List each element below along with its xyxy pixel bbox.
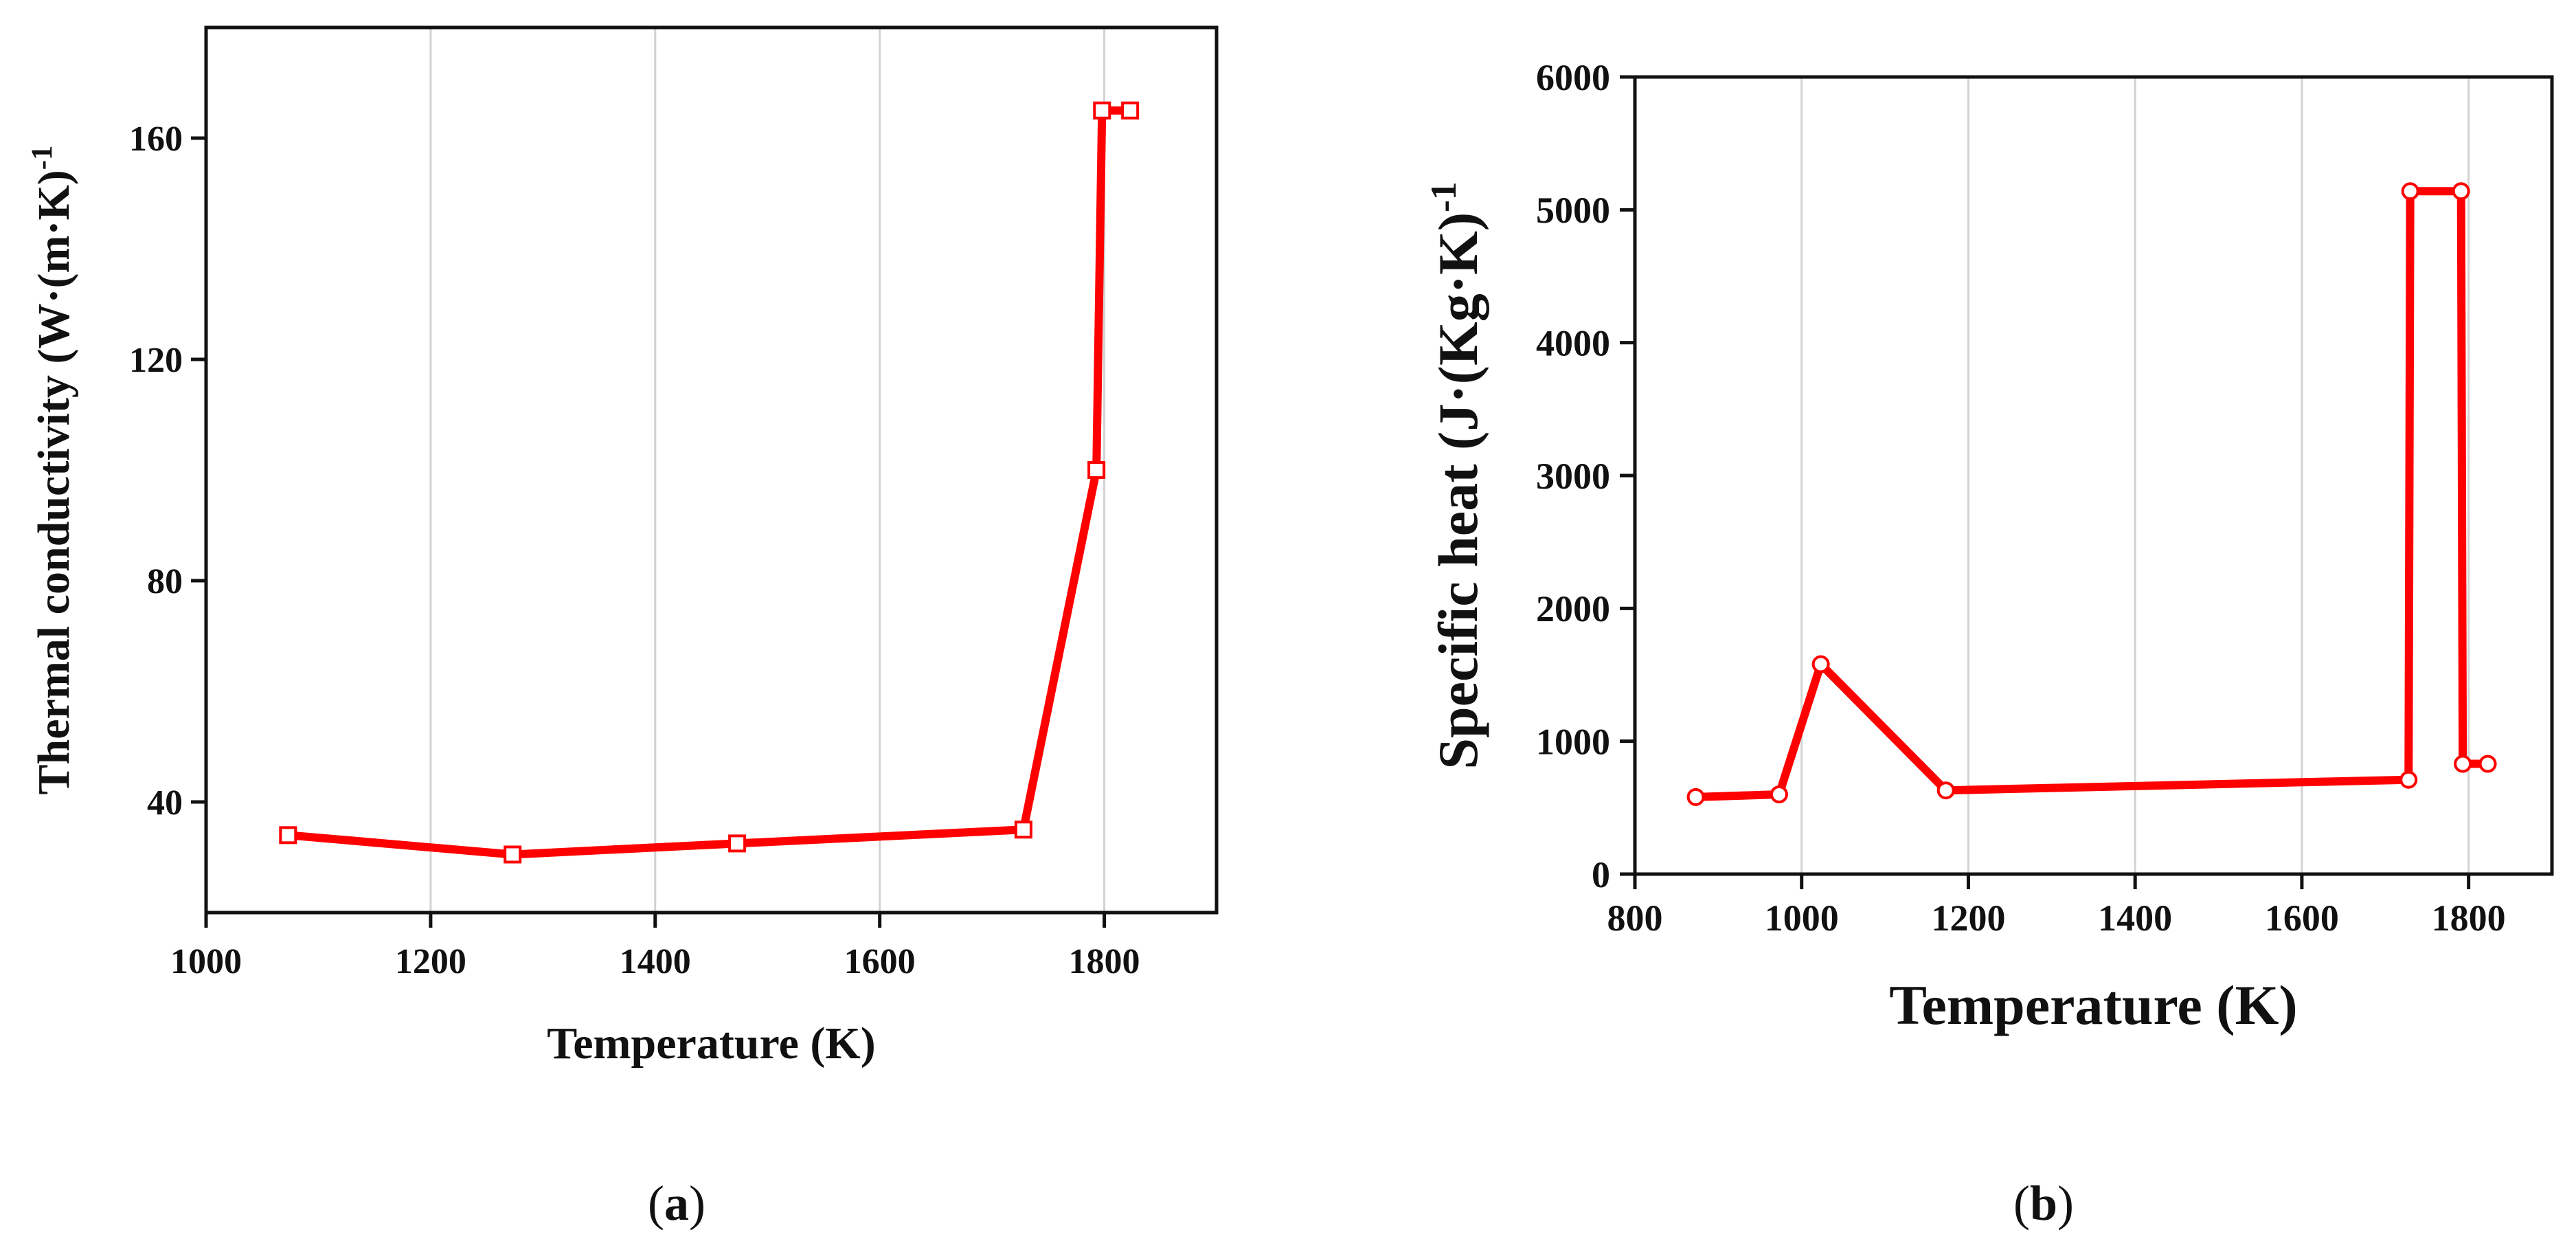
x-axis-label: Temperature (K) [1889, 974, 2297, 1036]
x-tick-label: 1200 [1931, 897, 2005, 939]
y-tick-label: 40 [147, 783, 183, 823]
y-tick-label: 80 [147, 562, 183, 601]
y-axis-label-text: Thermal conductivity (W·(m·K) [29, 170, 79, 794]
data-point [1686, 788, 1705, 806]
data-point [1121, 101, 1140, 120]
data-point [2454, 755, 2472, 773]
y-axis-label: Thermal conductivity (W·(m·K)-1 [26, 146, 79, 795]
data-point [1093, 101, 1111, 120]
x-tick-label: 1800 [1069, 942, 1140, 981]
data-point [279, 826, 297, 845]
x-tick-label: 1800 [2432, 897, 2506, 939]
data-point [1087, 461, 1106, 479]
data-point [2401, 182, 2419, 201]
y-tick-label: 5000 [1536, 190, 1610, 231]
x-tick-label: 1600 [844, 942, 916, 981]
panel-label-open: ( [648, 1176, 664, 1231]
data-point [2399, 770, 2418, 789]
y-tick-label: 0 [1592, 854, 1610, 895]
y-tick-label: 160 [129, 120, 183, 159]
panel-label-close: ) [2057, 1176, 2074, 1231]
panel-label-b: (b) [2013, 1176, 2074, 1231]
x-tick-label: 1600 [2265, 897, 2339, 939]
panel-label-open: ( [2013, 1176, 2030, 1231]
plot-frame [1633, 75, 2554, 876]
y-tick-label: 3000 [1536, 456, 1610, 497]
y-tick-label: 4000 [1536, 323, 1610, 364]
panel-label-close: ) [689, 1176, 705, 1231]
x-tick-label: 1000 [1765, 897, 1839, 939]
chart-a: 1000 1200 1400 1600 1800 40 80 120 160 Temperatur… [26, 25, 1219, 1069]
data-point [2452, 182, 2470, 201]
x-tick-label: 800 [1607, 897, 1663, 939]
y-axis-label-superscript: -1 [26, 146, 58, 170]
data-point [2478, 755, 2497, 773]
y-tick-label: 6000 [1536, 57, 1610, 98]
x-tick-label: 1400 [620, 942, 691, 981]
series-line [284, 106, 1135, 859]
x-tick-label: 1000 [170, 942, 242, 981]
data-point [1936, 781, 1955, 800]
data-point [504, 845, 522, 864]
y-axis-label: Specific heat (J·(Kg·K)-1 [1423, 181, 1489, 769]
data-point [1811, 655, 1830, 673]
series-line [1691, 187, 2492, 801]
y-axis-label-text: Specific heat (J·(Kg·K) [1427, 212, 1489, 770]
y-axis-label-superscript: -1 [1423, 181, 1464, 212]
data-point [728, 834, 747, 853]
data-point [1770, 785, 1788, 803]
y-tick-label: 1000 [1536, 722, 1610, 763]
y-tick-label: 2000 [1536, 588, 1610, 629]
panel-label-a: (a) [648, 1176, 705, 1231]
plot-frame [204, 25, 1219, 915]
x-axis-label: Temperature (K) [547, 1018, 875, 1069]
x-tick-label: 1400 [2098, 897, 2172, 939]
chart-b: 800 1000 1200 1400 1600 1800 0 1000 2000 3000 4000… [1423, 57, 2554, 1036]
panel-label-letter: a [664, 1176, 689, 1231]
y-tick-label: 120 [129, 341, 183, 380]
data-point [1014, 821, 1032, 839]
panel-label-letter: b [2030, 1176, 2057, 1231]
x-tick-label: 1200 [395, 942, 466, 981]
